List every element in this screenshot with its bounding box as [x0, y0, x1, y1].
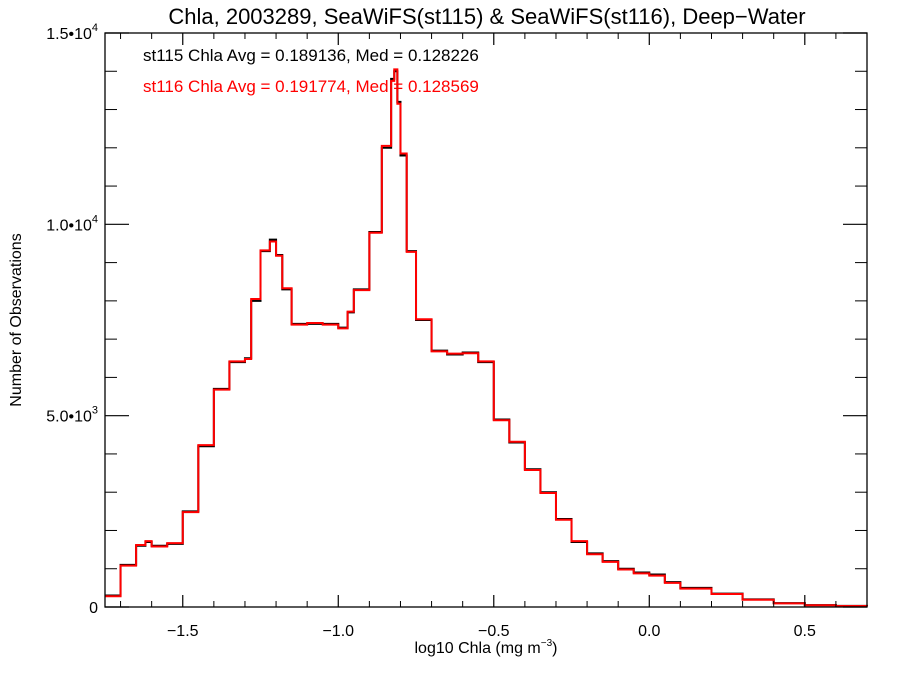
- x-axis-label-sup: −3: [541, 638, 553, 649]
- x-tick-label: −1.0: [322, 623, 354, 640]
- y-tick-label: 5.0•103: [46, 405, 98, 426]
- x-tick-label: 0.5: [794, 623, 816, 640]
- y-tick-label: 1.5•104: [46, 22, 98, 43]
- x-axis-label-main: log10 Chla (mg m: [414, 640, 540, 657]
- annotation-st115: st115 Chla Avg = 0.189136, Med = 0.12822…: [143, 46, 479, 65]
- annotation-st116: st116 Chla Avg = 0.191774, Med = 0.12856…: [143, 77, 479, 96]
- x-tick-label: −0.5: [478, 623, 510, 640]
- x-tick-label: 0.0: [638, 623, 660, 640]
- tick-layer: −1.5 −1.0 −0.5 0.0 0.5 0 5.0•103 1.0•104 1.5•104: [46, 22, 868, 640]
- series-line-2: [105, 68, 868, 608]
- x-axis-label: log10 Chla (mg m−3): [414, 638, 557, 657]
- y-tick-label: 0: [89, 600, 98, 617]
- x-axis-label-tail: ): [552, 640, 557, 657]
- x-tick-label: −1.5: [167, 623, 199, 640]
- plot-frame: [104, 32, 868, 608]
- chart-title: Chla, 2003289, SeaWiFS(st115) & SeaWiFS(…: [168, 4, 805, 29]
- series-layer: [105, 68, 868, 608]
- y-tick-label: 1.0•104: [46, 213, 98, 234]
- y-axis-label: Number of Observations: [8, 233, 25, 406]
